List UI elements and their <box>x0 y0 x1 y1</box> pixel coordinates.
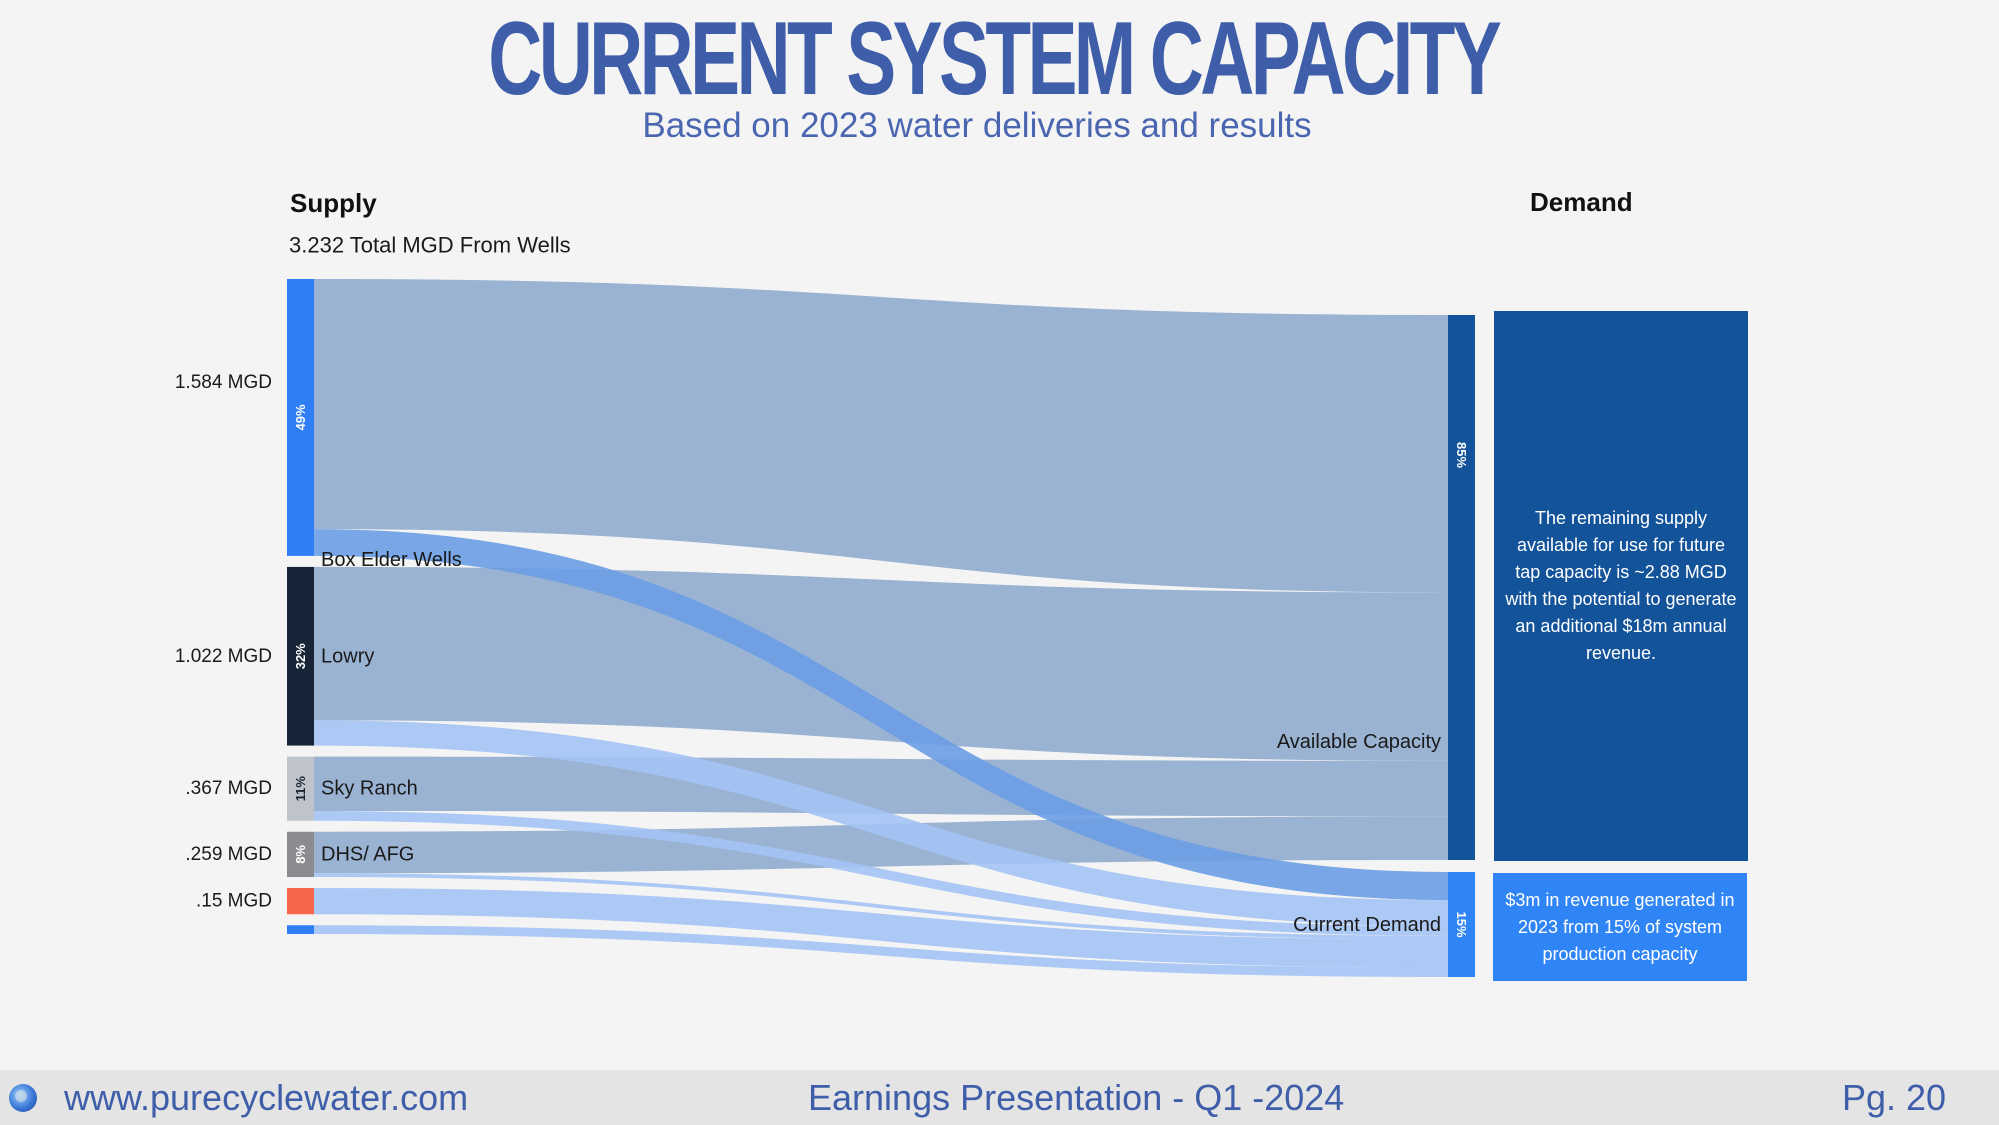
pct-label-sky_ranch: 11% <box>293 776 308 802</box>
flow-lowry-to-current <box>314 720 1448 927</box>
value-label-box_elder: 1.584 MGD <box>175 372 272 393</box>
flow-sky_ranch-to-current <box>314 811 1448 936</box>
flow-other_2-to-current <box>314 925 1448 977</box>
node-sky_ranch <box>287 756 314 821</box>
supply-total: 3.232 Total MGD From Wells <box>289 233 571 258</box>
demand-heading: Demand <box>1530 187 1633 217</box>
flow-dhs_afg-to-current <box>314 873 1448 940</box>
pct-label-current: 15% <box>1454 911 1469 937</box>
node-current <box>1448 872 1475 977</box>
sankey-flows <box>314 279 1448 977</box>
page-number: Pg. 20 <box>1842 1077 1947 1118</box>
node-box_elder <box>287 279 314 556</box>
node-dhs_afg <box>287 831 314 878</box>
presentation-name: Earnings Presentation - Q1 -2024 <box>808 1077 1345 1118</box>
node-label-sky_ranch: Sky Ranch <box>321 778 418 800</box>
node-label-box_elder: Box Elder Wells <box>321 549 462 571</box>
flow-sky_ranch-to-available <box>314 756 1448 817</box>
node-available <box>1448 315 1475 860</box>
current-demand-note-text: $3m in revenue generated in 2023 from 15… <box>1505 889 1735 964</box>
node-label-current: Current Demand <box>1293 914 1441 936</box>
page-subtitle: Based on 2023 water deliveries and resul… <box>642 106 1312 145</box>
flow-other_1-to-current <box>314 888 1448 968</box>
sankey-nodes <box>287 279 1475 977</box>
pct-label-lowry: 32% <box>293 643 308 669</box>
pct-label-dhs_afg: 8% <box>293 845 308 864</box>
website-link[interactable]: www.purecyclewater.com <box>64 1077 469 1118</box>
value-label-other_1: .15 MGD <box>196 891 272 912</box>
available-capacity-note-text: The remaining supply available for use f… <box>1505 508 1737 663</box>
node-lowry <box>287 566 314 746</box>
value-label-sky_ranch: .367 MGD <box>185 778 272 799</box>
value-label-lowry: 1.022 MGD <box>175 646 272 667</box>
node-label-available: Available Capacity <box>1277 731 1441 753</box>
flow-lowry-to-available <box>314 566 1448 761</box>
flow-box_elder-to-available <box>314 279 1448 593</box>
supply-heading: Supply <box>290 188 377 218</box>
node-other_2 <box>287 925 314 934</box>
page-title: CURRENT SYSTEM CAPACITY <box>488 1 1502 117</box>
sankey-labels: 49% 1.584 MGD Box Elder Wells 32% 1.022 MGD L… <box>175 187 1633 938</box>
pct-label-box_elder: 49% <box>293 404 308 430</box>
flow-box_elder-to-current <box>314 529 1448 901</box>
node-label-dhs_afg: DHS/ AFG <box>321 843 414 865</box>
value-label-dhs_afg: .259 MGD <box>185 844 272 865</box>
pct-label-available: 85% <box>1454 442 1469 468</box>
node-label-lowry: Lowry <box>321 645 374 667</box>
footer: www.purecyclewater.com Earnings Presenta… <box>0 1070 1999 1125</box>
sankey-chart: 49% 1.584 MGD Box Elder Wells 32% 1.022 MGD L… <box>175 187 1633 977</box>
available-capacity-note: The remaining supply available for use f… <box>1494 311 1748 861</box>
globe-icon <box>9 1084 37 1112</box>
current-demand-note: $3m in revenue generated in 2023 from 15… <box>1493 873 1747 981</box>
node-other_1 <box>287 888 314 915</box>
